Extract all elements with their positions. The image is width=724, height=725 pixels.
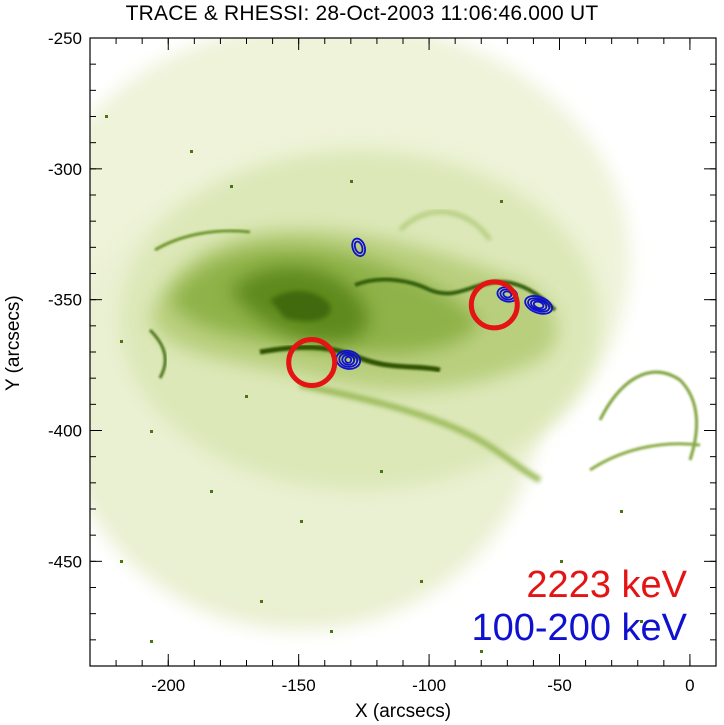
legend-100-200kev: 100-200 keV [471,607,688,649]
rhessi-overlays [286,237,554,388]
gamma-source-circle [286,336,338,388]
y-tick-label: -400 [48,422,82,441]
gamma-source-circle [468,279,520,331]
hxr-contour [524,295,554,315]
x-tick-label: -50 [547,676,572,695]
hxr-contour [341,353,356,366]
hxr-contour [338,351,359,368]
hxr-contour [532,300,545,310]
y-tick-label: -300 [48,160,82,179]
hxr-contour [351,237,367,257]
y-tick-label: -350 [48,291,82,310]
x-tick-label: -150 [282,676,316,695]
axis-tick-labels: -200 -150 -100 -50 0 -250 -300 -350 -400 -450 [48,29,695,695]
hxr-contour [527,297,551,313]
legend-2223kev: 2223 keV [526,564,687,606]
x-tick-label: -200 [151,676,185,695]
hxr-contour [502,290,513,299]
x-tick-label: 0 [685,676,694,695]
y-tick-label: -250 [48,29,82,48]
hxr-contour [353,240,364,255]
x-axis-label: X (arcsecs) [354,701,452,722]
x-tick-label: -100 [412,676,446,695]
hxr-contour [530,298,548,311]
axis-ticks [89,37,717,667]
trace-euv-image [90,38,716,666]
y-tick-label: -450 [48,552,82,571]
hxr-contour [344,355,353,364]
y-axis-label: Y (arcsecs) [3,295,24,391]
plot-title: TRACE & RHESSI: 28-Oct-2003 11:06:46.000… [125,2,599,25]
